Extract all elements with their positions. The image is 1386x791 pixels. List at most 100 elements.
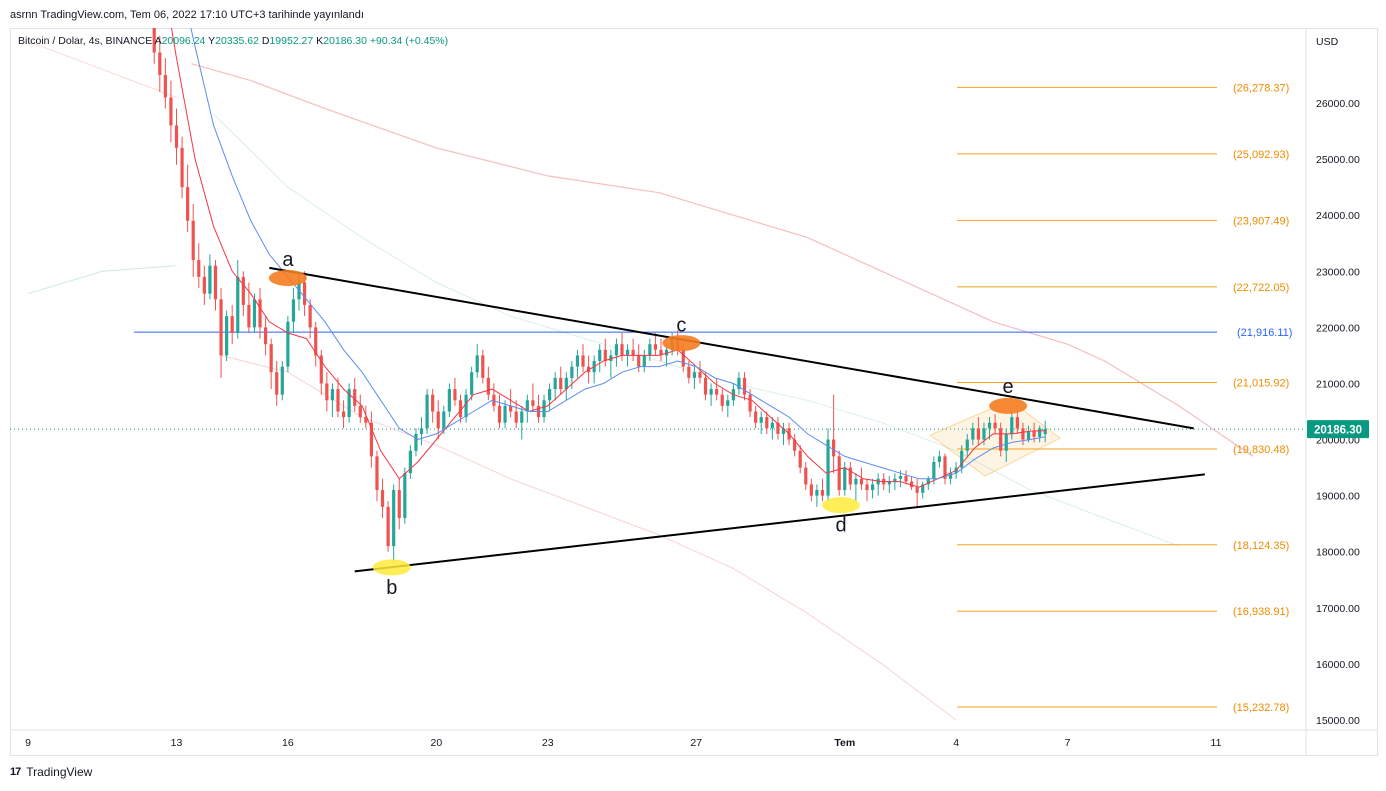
candle-body [336, 389, 340, 412]
candle-body [258, 299, 262, 328]
candle-body [648, 344, 652, 356]
candle-body [197, 260, 201, 277]
wave-label-b: b [386, 577, 397, 599]
candle-body [497, 405, 502, 423]
candle-body [1026, 431, 1031, 440]
candle-body [230, 316, 234, 333]
currency-label: USD [1316, 36, 1339, 48]
candle-body [965, 439, 969, 451]
candle-body [442, 411, 446, 429]
candle-body [726, 400, 730, 406]
open-key: A [154, 35, 162, 47]
candles-group [152, 28, 1047, 563]
candle-body [932, 461, 936, 479]
low-key: D [261, 35, 270, 47]
ma-pink-far-line [27, 40, 177, 98]
candle-body [548, 389, 552, 401]
candle-body [509, 405, 513, 412]
symbol-label: Bitcoin / Dolar, 4s, BINANCE [18, 35, 153, 47]
candle-body [653, 344, 658, 350]
price-tick-label: 24000.00 [1316, 210, 1360, 222]
candle-body [208, 265, 212, 294]
candle-body [264, 327, 268, 345]
candle-body [213, 265, 218, 300]
candle-body [458, 400, 463, 418]
candle-body [854, 478, 858, 485]
candle-body [692, 372, 696, 378]
candle-body [999, 428, 1003, 451]
candle-body [575, 355, 580, 367]
candle-body [709, 389, 713, 395]
candle-body [1004, 433, 1008, 451]
candle-body [703, 377, 708, 395]
fib-level-label: (16,938.91) [1233, 606, 1289, 618]
high-key: Y [208, 35, 216, 47]
high-value: 20335.62 [215, 35, 259, 47]
candle-body [742, 377, 747, 395]
candle-body [809, 484, 813, 496]
candle-body [564, 377, 568, 390]
candle-body [698, 372, 702, 378]
candle-body [486, 377, 490, 395]
candle-body [748, 394, 752, 412]
candle-body [937, 456, 942, 462]
horizontal-level-label: (21,916.11) [1237, 327, 1292, 339]
wave-label-c: c [676, 315, 686, 337]
drawings-group: a b c d e [268, 249, 1205, 599]
candle-body [832, 439, 836, 457]
candle-body [514, 411, 518, 423]
ohlc-legend: Bitcoin / Dolar, 4s, BINANCE A20096.24 Y… [18, 35, 448, 47]
candle-body [681, 349, 685, 367]
candle-body [770, 422, 774, 429]
candle-body [948, 473, 953, 479]
chart-frame[interactable] [10, 28, 1378, 756]
candle-body [353, 389, 357, 406]
candle-body [531, 400, 535, 406]
candle-body [993, 422, 997, 429]
last-price-tag [1307, 420, 1369, 439]
close-key: K [316, 35, 324, 47]
low-value: 19952.27 [269, 35, 314, 47]
price-tick-label: 16000.00 [1316, 659, 1360, 671]
candle-body [341, 411, 346, 418]
wave-marker-a [268, 270, 307, 287]
time-tick-label: 7 [1065, 737, 1071, 749]
candle-body [520, 411, 524, 423]
last-price-label: 20186.30 [1314, 425, 1362, 437]
candle-body [169, 97, 173, 126]
candle-body [598, 349, 602, 362]
trendline [354, 473, 1205, 573]
price-tick-label: 17000.00 [1316, 603, 1360, 615]
price-tick-label: 22000.00 [1316, 322, 1360, 334]
candle-body [291, 299, 296, 322]
wave-label-a: a [282, 249, 294, 271]
candle-body [252, 299, 257, 328]
price-tick-label: 26000.00 [1316, 98, 1360, 110]
candle-body [369, 422, 374, 457]
candle-body [481, 355, 485, 378]
candle-body [191, 220, 195, 261]
wave-label-e: e [1003, 376, 1014, 398]
candle-body [687, 366, 691, 378]
time-tick-label: 16 [282, 737, 294, 749]
candle-body [815, 490, 819, 496]
candle-body [987, 422, 992, 429]
candle-body [887, 481, 891, 485]
candle-body [380, 490, 385, 507]
candle-body [174, 125, 179, 148]
candle-body [865, 484, 869, 491]
candle-body [1043, 429, 1047, 435]
ema-red-line [171, 28, 1046, 488]
fib-level-label: (22,722.05) [1233, 282, 1289, 294]
ma-pink-upper-line [191, 63, 1254, 457]
candle-body [620, 344, 624, 356]
candle-body [915, 487, 919, 493]
candle-body [1038, 428, 1042, 437]
candle-body [236, 276, 240, 333]
candle-body [470, 372, 474, 395]
price-tick-label: 25000.00 [1316, 154, 1360, 166]
candle-body [431, 394, 435, 412]
ma-green-upper-line [27, 265, 177, 295]
candle-body [302, 282, 307, 305]
